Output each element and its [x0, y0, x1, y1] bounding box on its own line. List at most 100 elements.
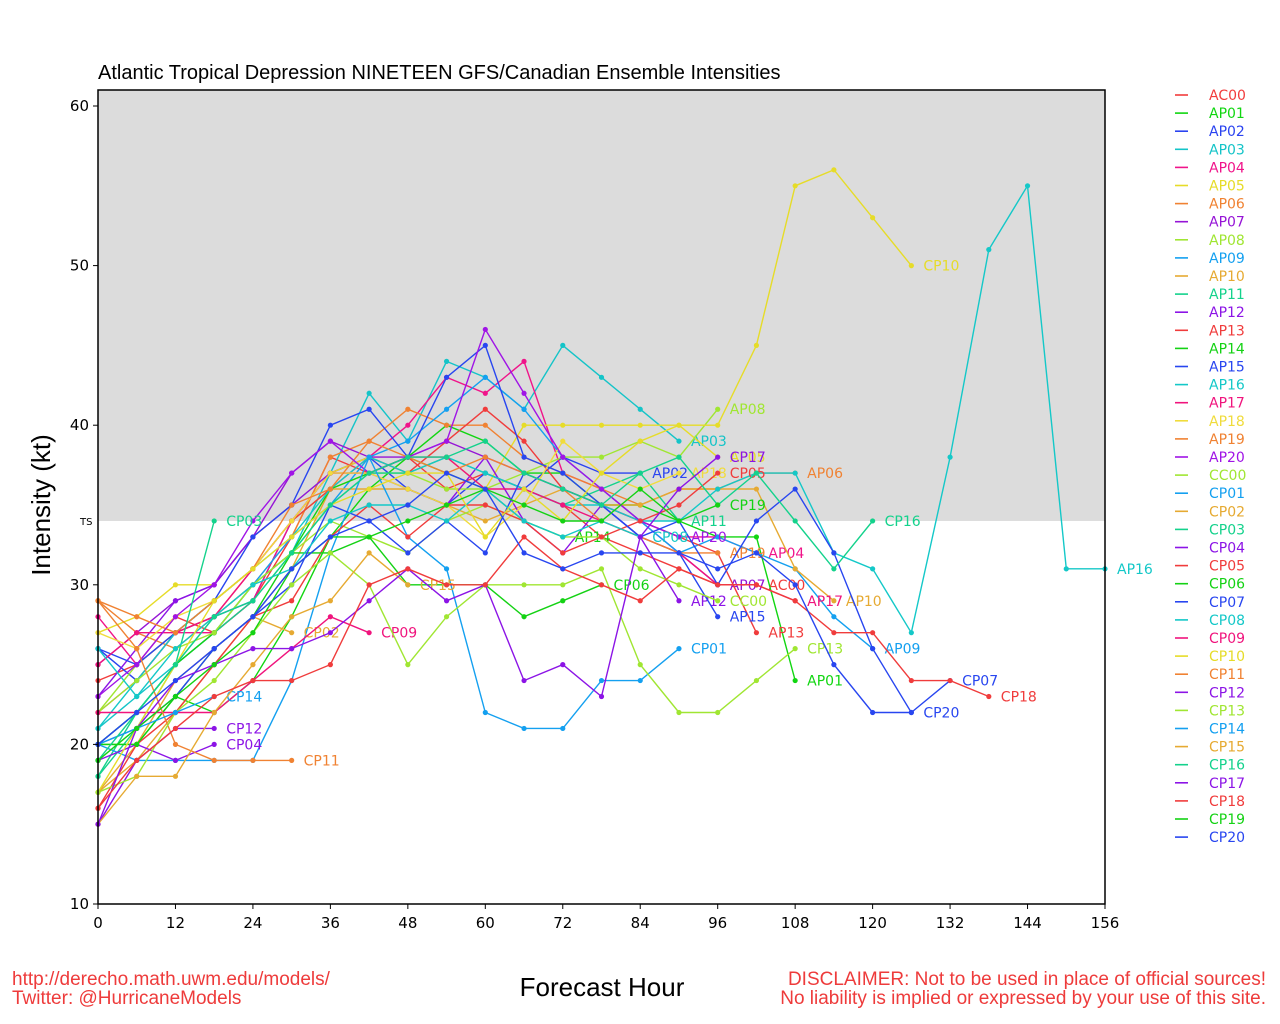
data-point — [870, 215, 876, 221]
legend-label: AP03 — [1209, 142, 1245, 158]
data-point — [521, 725, 527, 732]
series-end-label: CP03 — [226, 514, 262, 530]
data-point — [405, 470, 411, 476]
data-point — [482, 342, 488, 348]
data-point — [753, 342, 760, 348]
data-point — [870, 518, 876, 524]
x-tick-label: 72 — [553, 914, 572, 932]
data-point — [521, 422, 527, 428]
data-point — [521, 438, 527, 444]
data-point — [134, 677, 140, 684]
data-point — [715, 470, 721, 476]
data-point — [715, 422, 721, 428]
legend-label: CP10 — [1209, 649, 1245, 665]
data-point — [289, 518, 295, 524]
x-tick-label: 12 — [166, 914, 185, 932]
data-point — [366, 454, 372, 460]
data-point — [172, 773, 179, 779]
data-point — [482, 438, 488, 444]
legend-label: AC00 — [1209, 88, 1246, 104]
data-point — [443, 422, 450, 428]
data-point — [211, 662, 217, 668]
series-end-label: AP04 — [768, 546, 804, 562]
legend-label: CP01 — [1209, 486, 1245, 502]
legend-item: CP03 — [1175, 522, 1245, 538]
data-point — [792, 486, 798, 492]
data-point — [366, 518, 372, 524]
source-url-link[interactable]: http://derecho.math.uwm.edu/models/ — [12, 969, 330, 990]
data-point — [289, 614, 295, 620]
data-point — [211, 709, 217, 716]
legend-label: CP14 — [1209, 722, 1245, 738]
data-point — [405, 486, 411, 492]
data-point — [289, 550, 295, 556]
data-point — [482, 390, 488, 396]
disclaimer-line-2: No liability is implied or expressed by … — [780, 988, 1266, 1009]
data-point — [792, 582, 798, 588]
data-point — [172, 693, 179, 700]
data-point — [637, 566, 643, 572]
data-point — [598, 486, 605, 492]
data-point — [289, 566, 295, 572]
data-point — [870, 709, 876, 716]
series-end-label: AP06 — [807, 466, 843, 482]
data-point — [366, 470, 372, 476]
data-point — [598, 550, 605, 556]
data-point — [211, 518, 217, 524]
series-end-label: AP13 — [768, 626, 804, 642]
legend-item: AP04 — [1175, 160, 1245, 176]
data-point — [1024, 183, 1031, 189]
data-point — [753, 518, 760, 524]
disclaimer-line-1: DISCLAIMER: Not to be used in place of o… — [787, 969, 1266, 990]
data-point — [366, 550, 372, 556]
legend-item: CP02 — [1175, 504, 1245, 520]
data-point — [637, 470, 643, 476]
data-point — [676, 518, 682, 524]
legend-item: AP05 — [1175, 179, 1245, 195]
series-cp18: CP18 — [95, 534, 1037, 811]
data-point — [637, 677, 643, 684]
data-point — [598, 566, 605, 572]
data-point — [172, 630, 179, 636]
series-end-label: CP07 — [962, 674, 998, 690]
series-end-label: AP08 — [730, 402, 766, 418]
data-point — [443, 502, 450, 508]
series-cp20: CP20 — [95, 470, 959, 748]
legend-label: CP17 — [1209, 776, 1245, 792]
series-end-label: CP05 — [730, 466, 766, 482]
data-point — [443, 438, 450, 444]
series-end-label: CC00 — [730, 594, 767, 610]
data-point — [211, 677, 217, 684]
data-point — [250, 534, 256, 540]
data-point — [482, 486, 488, 492]
data-point — [831, 598, 837, 604]
data-point — [560, 550, 566, 556]
data-point — [366, 598, 372, 604]
legend-label: CC00 — [1209, 468, 1246, 484]
legend-item: AP15 — [1175, 360, 1245, 376]
data-point — [482, 406, 488, 412]
data-point — [792, 566, 798, 572]
x-tick-label: 132 — [936, 914, 965, 932]
data-point — [986, 693, 992, 700]
legend-item: AP03 — [1175, 142, 1245, 158]
twitter-handle: Twitter: @HurricaneModels — [12, 988, 242, 1009]
legend-item: AP07 — [1175, 215, 1245, 231]
x-tick-label: 36 — [321, 914, 340, 932]
data-point — [598, 582, 605, 588]
series-line — [98, 615, 370, 714]
series-end-label: AC00 — [768, 578, 805, 594]
legend-label: CP04 — [1209, 541, 1245, 557]
data-point — [715, 486, 721, 492]
legend-item: CP13 — [1175, 703, 1245, 719]
data-point — [753, 582, 760, 588]
data-point — [521, 406, 527, 412]
data-point — [443, 518, 450, 524]
data-point — [211, 582, 217, 588]
data-point — [792, 518, 798, 524]
legend-item: CP18 — [1175, 794, 1245, 810]
legend-label: AP16 — [1209, 378, 1245, 394]
data-point — [366, 502, 372, 508]
legend-item: AP10 — [1175, 269, 1245, 285]
data-point — [482, 534, 488, 540]
